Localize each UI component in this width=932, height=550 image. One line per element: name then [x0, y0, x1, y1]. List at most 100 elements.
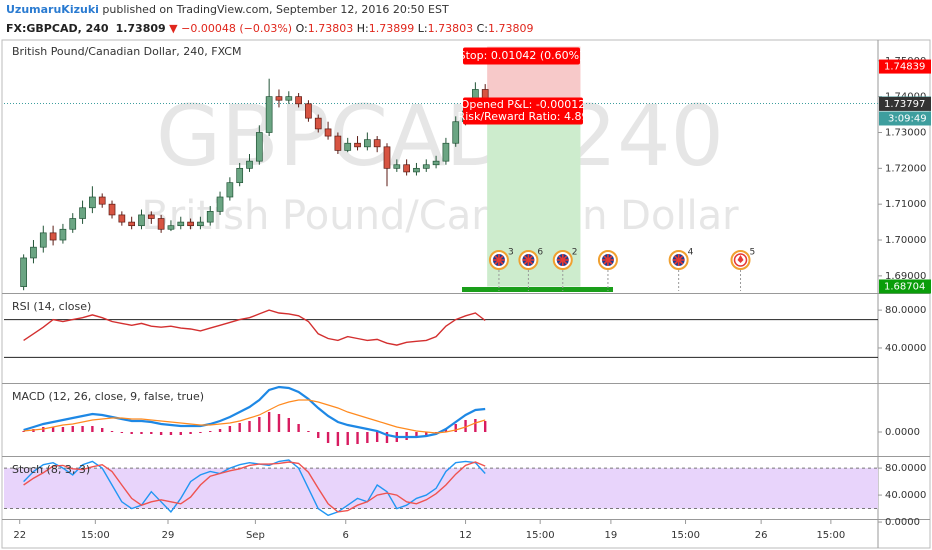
candle-body — [442, 142, 450, 162]
histogram-bar — [120, 432, 124, 433]
candle-body — [305, 103, 312, 119]
x-tick-label: 26 — [755, 530, 768, 541]
event-count: 4 — [688, 248, 694, 258]
x-tick-label: 15:00 — [816, 530, 845, 541]
histogram-bar — [444, 429, 448, 432]
x-tick-label: 19 — [605, 530, 618, 541]
flag-uk-cross — [522, 254, 535, 266]
author[interactable]: UzumaruKizuki — [6, 3, 99, 16]
histogram-bar — [71, 426, 74, 432]
series-line — [23, 399, 486, 434]
pane-title: British Pound/Canadian Dollar, 240, FXCM — [12, 45, 241, 58]
y-tick-label: 1.73000 — [885, 127, 926, 138]
x-tick-label: 15:00 — [526, 530, 555, 541]
candle-body — [216, 196, 224, 212]
candle-body — [118, 214, 126, 223]
publish-bar: UzumaruKizuki published on TradingView.c… — [0, 0, 932, 20]
candle-body — [354, 142, 361, 148]
candle-body — [20, 257, 27, 287]
l: 1.73803 — [427, 22, 474, 35]
histogram-bar — [179, 432, 182, 435]
x-tick-label: 15:00 — [81, 530, 110, 541]
series-line — [23, 309, 486, 346]
stop-badge-box — [463, 47, 580, 65]
histogram-bar — [199, 432, 202, 433]
candle-body — [147, 214, 155, 219]
symbol: FX:GBPCAD, 240 — [6, 22, 109, 35]
histogram-bar — [425, 432, 428, 436]
candle-body — [226, 182, 234, 198]
histogram-bar — [474, 419, 477, 432]
watermark-subtitle: British Pound/Canadian Dollar — [141, 193, 739, 239]
histogram-bar — [91, 426, 94, 432]
countdown-box — [879, 111, 931, 126]
histogram-bar — [366, 432, 369, 443]
histogram-bar — [140, 432, 143, 434]
candle-body — [39, 232, 47, 248]
candle-body — [314, 117, 322, 130]
y-tick-label: 1.70000 — [885, 235, 926, 246]
histogram-bar — [307, 431, 310, 432]
band-fill — [4, 468, 878, 509]
histogram-bar — [464, 420, 467, 432]
candle-body — [108, 203, 116, 216]
candle-body — [157, 218, 165, 230]
candle-body — [344, 142, 352, 151]
histogram-bar — [483, 421, 487, 432]
candle-body — [363, 139, 371, 148]
candle-body — [49, 232, 57, 241]
histogram-bar — [287, 418, 290, 432]
last: 1.73809 — [115, 22, 166, 35]
candle-body — [295, 96, 302, 105]
histogram-bar — [317, 432, 320, 438]
histogram-bar — [346, 432, 349, 445]
y-tick-label: 80.0000 — [885, 463, 926, 474]
candle-body — [246, 160, 253, 169]
candle-body — [422, 164, 430, 169]
candle-body — [373, 139, 381, 148]
candle-body — [30, 246, 37, 259]
y-tick-label: 40.0000 — [885, 490, 926, 501]
stop-label: Stop: 0.01042 (0.60%) — [459, 49, 584, 62]
histogram-bar — [415, 432, 418, 438]
pnl-badge-box — [463, 97, 583, 125]
o: 1.73803 — [307, 22, 354, 35]
histogram-bar — [277, 414, 281, 432]
candle-body — [432, 160, 440, 166]
pane-title: RSI (14, close) — [12, 300, 91, 313]
pane-title: Stoch (8, 3, 3) — [12, 463, 90, 476]
y-tick-label: 0.0000 — [885, 517, 920, 528]
candle-body — [275, 96, 283, 101]
event-count: 6 — [537, 248, 543, 258]
ratio-label: Risk/Reward Ratio: 4.89 — [458, 110, 589, 123]
candle-body — [452, 121, 460, 144]
x-tick-label: 29 — [162, 530, 175, 541]
x-tick-label: 12 — [459, 530, 472, 541]
histogram-bar — [169, 432, 173, 435]
histogram-bar — [81, 426, 84, 432]
flag-uk-cross — [601, 254, 614, 266]
histogram-bar — [375, 432, 379, 442]
histogram-bar — [356, 432, 359, 444]
flag-uk-cross — [672, 254, 685, 266]
histogram-bar — [101, 428, 104, 432]
candle-body — [334, 135, 342, 151]
histogram-bar — [297, 424, 300, 432]
candle-body — [128, 221, 136, 227]
arrow: ▼ — [169, 22, 178, 35]
histogram-bar — [385, 432, 389, 443]
price-badge-label: 1.73797 — [884, 99, 925, 110]
candle-body — [206, 210, 214, 223]
price-badge — [879, 59, 931, 74]
candle-body — [383, 146, 391, 169]
candle-body — [167, 225, 175, 230]
x-tick-label: 6 — [343, 530, 349, 541]
event-count: 5 — [750, 248, 756, 258]
h-label: H: — [356, 22, 369, 35]
y-tick-label: 1.71000 — [885, 199, 926, 210]
candle-body — [59, 228, 67, 241]
histogram-bar — [209, 431, 212, 432]
histogram-bar — [51, 427, 55, 432]
histogram-bar — [336, 432, 340, 446]
